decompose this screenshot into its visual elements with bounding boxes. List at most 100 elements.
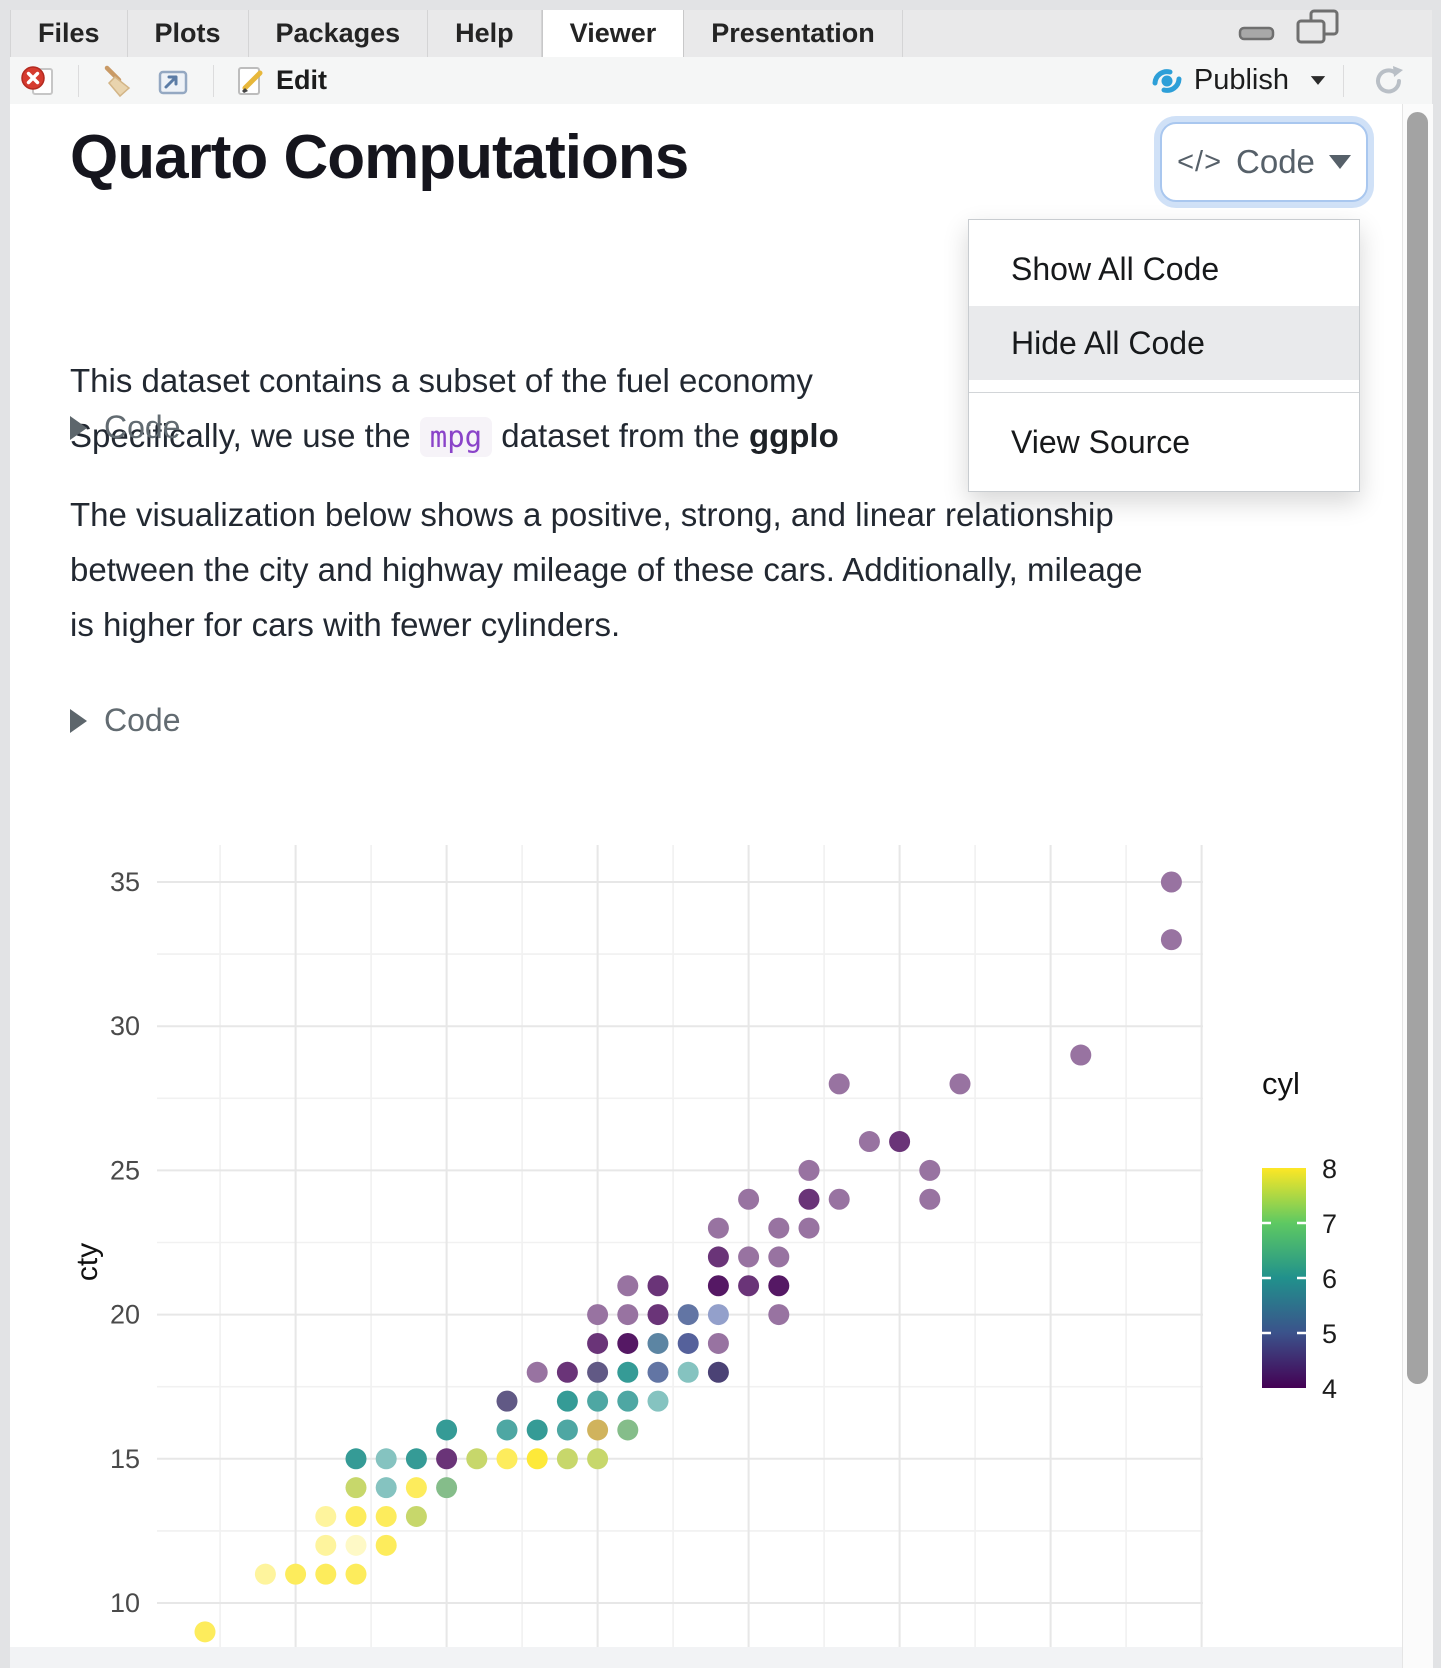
tab-viewer[interactable]: Viewer <box>541 10 685 57</box>
toolbar-separator <box>1343 64 1344 97</box>
tab-presentation[interactable]: Presentation <box>684 10 903 57</box>
data-point-cyl-5 <box>677 1304 699 1326</box>
data-point-cyl-4 <box>919 1188 941 1210</box>
data-point-cyl-4 <box>738 1188 760 1210</box>
data-point-cyl-4 <box>768 1304 790 1326</box>
y-tick-label: 35 <box>110 867 140 897</box>
data-point-cyl-4 <box>828 1188 850 1210</box>
menu-item-view-source[interactable]: View Source <box>1011 423 1191 460</box>
legend-tick-label: 6 <box>1322 1264 1337 1294</box>
tab-packages[interactable]: Packages <box>248 10 429 57</box>
data-point-cyl-8 <box>285 1563 307 1585</box>
data-point-cyl-4 <box>617 1304 639 1326</box>
data-point-cyl-6+8 <box>436 1477 458 1499</box>
popout-window-icon <box>158 70 188 94</box>
toolbar-separator <box>78 64 79 97</box>
disclosure-triangle-icon <box>70 708 87 733</box>
data-point-cyl-6 <box>677 1361 699 1383</box>
data-point-cyl-6 <box>375 1448 397 1470</box>
data-point-cyl-4 <box>858 1131 880 1153</box>
data-point-cyl-4 <box>587 1332 609 1354</box>
data-point-cyl-4 <box>768 1275 790 1297</box>
code-fold-toggle-1[interactable]: Code <box>70 409 181 446</box>
legend-title: cyl <box>1262 1066 1300 1101</box>
intro-line-2: Specifically, we use the mpg dataset fro… <box>70 417 839 472</box>
data-point-cyl-6 <box>345 1448 367 1470</box>
data-point-cyl-4 <box>798 1217 820 1239</box>
data-point-cyl-4 <box>738 1246 760 1268</box>
broom-icon <box>104 65 131 97</box>
viz-line-1: The visualization below shows a positive… <box>70 496 1114 533</box>
clear-viewer-button[interactable] <box>10 64 66 98</box>
data-point-cyl-4 <box>707 1246 729 1268</box>
data-point-cyl-6 <box>647 1390 669 1412</box>
data-point-cyl-4 <box>768 1217 790 1239</box>
tab-plots[interactable]: Plots <box>127 10 249 57</box>
tab-files[interactable]: Files <box>10 10 128 57</box>
data-point-cyl-4+6 <box>587 1361 609 1383</box>
tab-help[interactable]: Help <box>428 10 542 57</box>
edit-label: Edit <box>276 65 327 95</box>
code-button-label: Code <box>1236 143 1315 180</box>
data-point-cyl-6 <box>375 1477 397 1499</box>
minimize-icon[interactable] <box>1237 11 1277 43</box>
data-point-cyl-6 <box>405 1448 427 1470</box>
code-glyph-icon: </> <box>1177 145 1223 178</box>
data-point-cyl-4 <box>768 1246 790 1268</box>
data-point-cyl-8 <box>254 1563 276 1585</box>
data-point-cyl-4+8 <box>587 1419 609 1441</box>
data-point-cyl-8 <box>375 1505 397 1527</box>
page-bottom-strip <box>10 1647 1402 1668</box>
refresh-icon <box>1376 65 1403 93</box>
clean-button[interactable] <box>91 64 145 98</box>
data-point-cyl-6 <box>436 1419 458 1441</box>
menu-item-hide-all-code[interactable]: Hide All Code <box>969 306 1359 380</box>
data-point-cyl-4 <box>587 1304 609 1326</box>
data-point-cyl-4 <box>556 1361 578 1383</box>
menu-item-show-all-code[interactable]: Show All Code <box>1011 250 1220 287</box>
legend-tick-label: 5 <box>1322 1319 1337 1349</box>
data-point-cyl-8 <box>496 1448 518 1470</box>
data-point-cyl-4 <box>707 1332 729 1354</box>
y-tick-label: 20 <box>110 1300 140 1330</box>
publish-icon <box>1152 68 1182 93</box>
restore-window-icon[interactable] <box>1295 8 1341 46</box>
y-tick-label: 25 <box>110 1155 140 1185</box>
legend-tick-label: 7 <box>1322 1209 1337 1239</box>
data-point-cyl-4 <box>798 1159 820 1181</box>
inline-code-mpg: mpg <box>419 417 493 457</box>
data-point-cyl-6 <box>526 1419 548 1441</box>
data-point-cyl-6 <box>617 1390 639 1412</box>
open-in-new-window-button[interactable] <box>145 64 201 98</box>
data-point-cyl-6 <box>556 1419 578 1441</box>
data-point-cyl-8 <box>315 1505 337 1527</box>
data-point-cyl-6 <box>617 1361 639 1383</box>
edit-button[interactable]: Edit <box>226 65 337 97</box>
publish-label: Publish <box>1193 64 1289 96</box>
data-point-cyl-4 <box>707 1275 729 1297</box>
y-tick-label: 15 <box>110 1444 140 1474</box>
viz-line-3: is higher for cars with fewer cylinders. <box>70 606 621 643</box>
code-fold-toggle-2[interactable]: Code <box>70 702 181 739</box>
publish-button[interactable]: Publish <box>1140 64 1299 98</box>
data-point-cyl-4 <box>919 1159 941 1181</box>
pane-tab-bar: Files Plots Packages Help Viewer Presentation <box>10 10 1432 58</box>
code-dropdown-menu: Show All Code Hide All Code View Source <box>968 219 1360 492</box>
disclosure-triangle-icon <box>70 415 87 440</box>
data-point-cyl-6+8 <box>587 1448 609 1470</box>
data-point-cyl-4 <box>707 1217 729 1239</box>
refresh-button[interactable] <box>1360 62 1418 100</box>
data-point-cyl-6+8 <box>345 1477 367 1499</box>
data-point-cyl-4 <box>617 1332 639 1354</box>
publish-dropdown-caret[interactable] <box>1310 76 1326 85</box>
data-point-cyl-8 <box>345 1563 367 1585</box>
data-point-cyl-4 <box>1070 1044 1092 1066</box>
data-point-cyl-6+8 <box>617 1419 639 1441</box>
scrollbar-thumb[interactable] <box>1407 112 1428 1384</box>
intro-line-1: This dataset contains a subset of the fu… <box>70 362 813 399</box>
data-point-cyl-6+8 <box>556 1448 578 1470</box>
vertical-scrollbar[interactable] <box>1402 104 1433 1668</box>
data-point-cyl-8 <box>315 1563 337 1585</box>
code-menu-button[interactable]: </> Code <box>1160 122 1368 202</box>
